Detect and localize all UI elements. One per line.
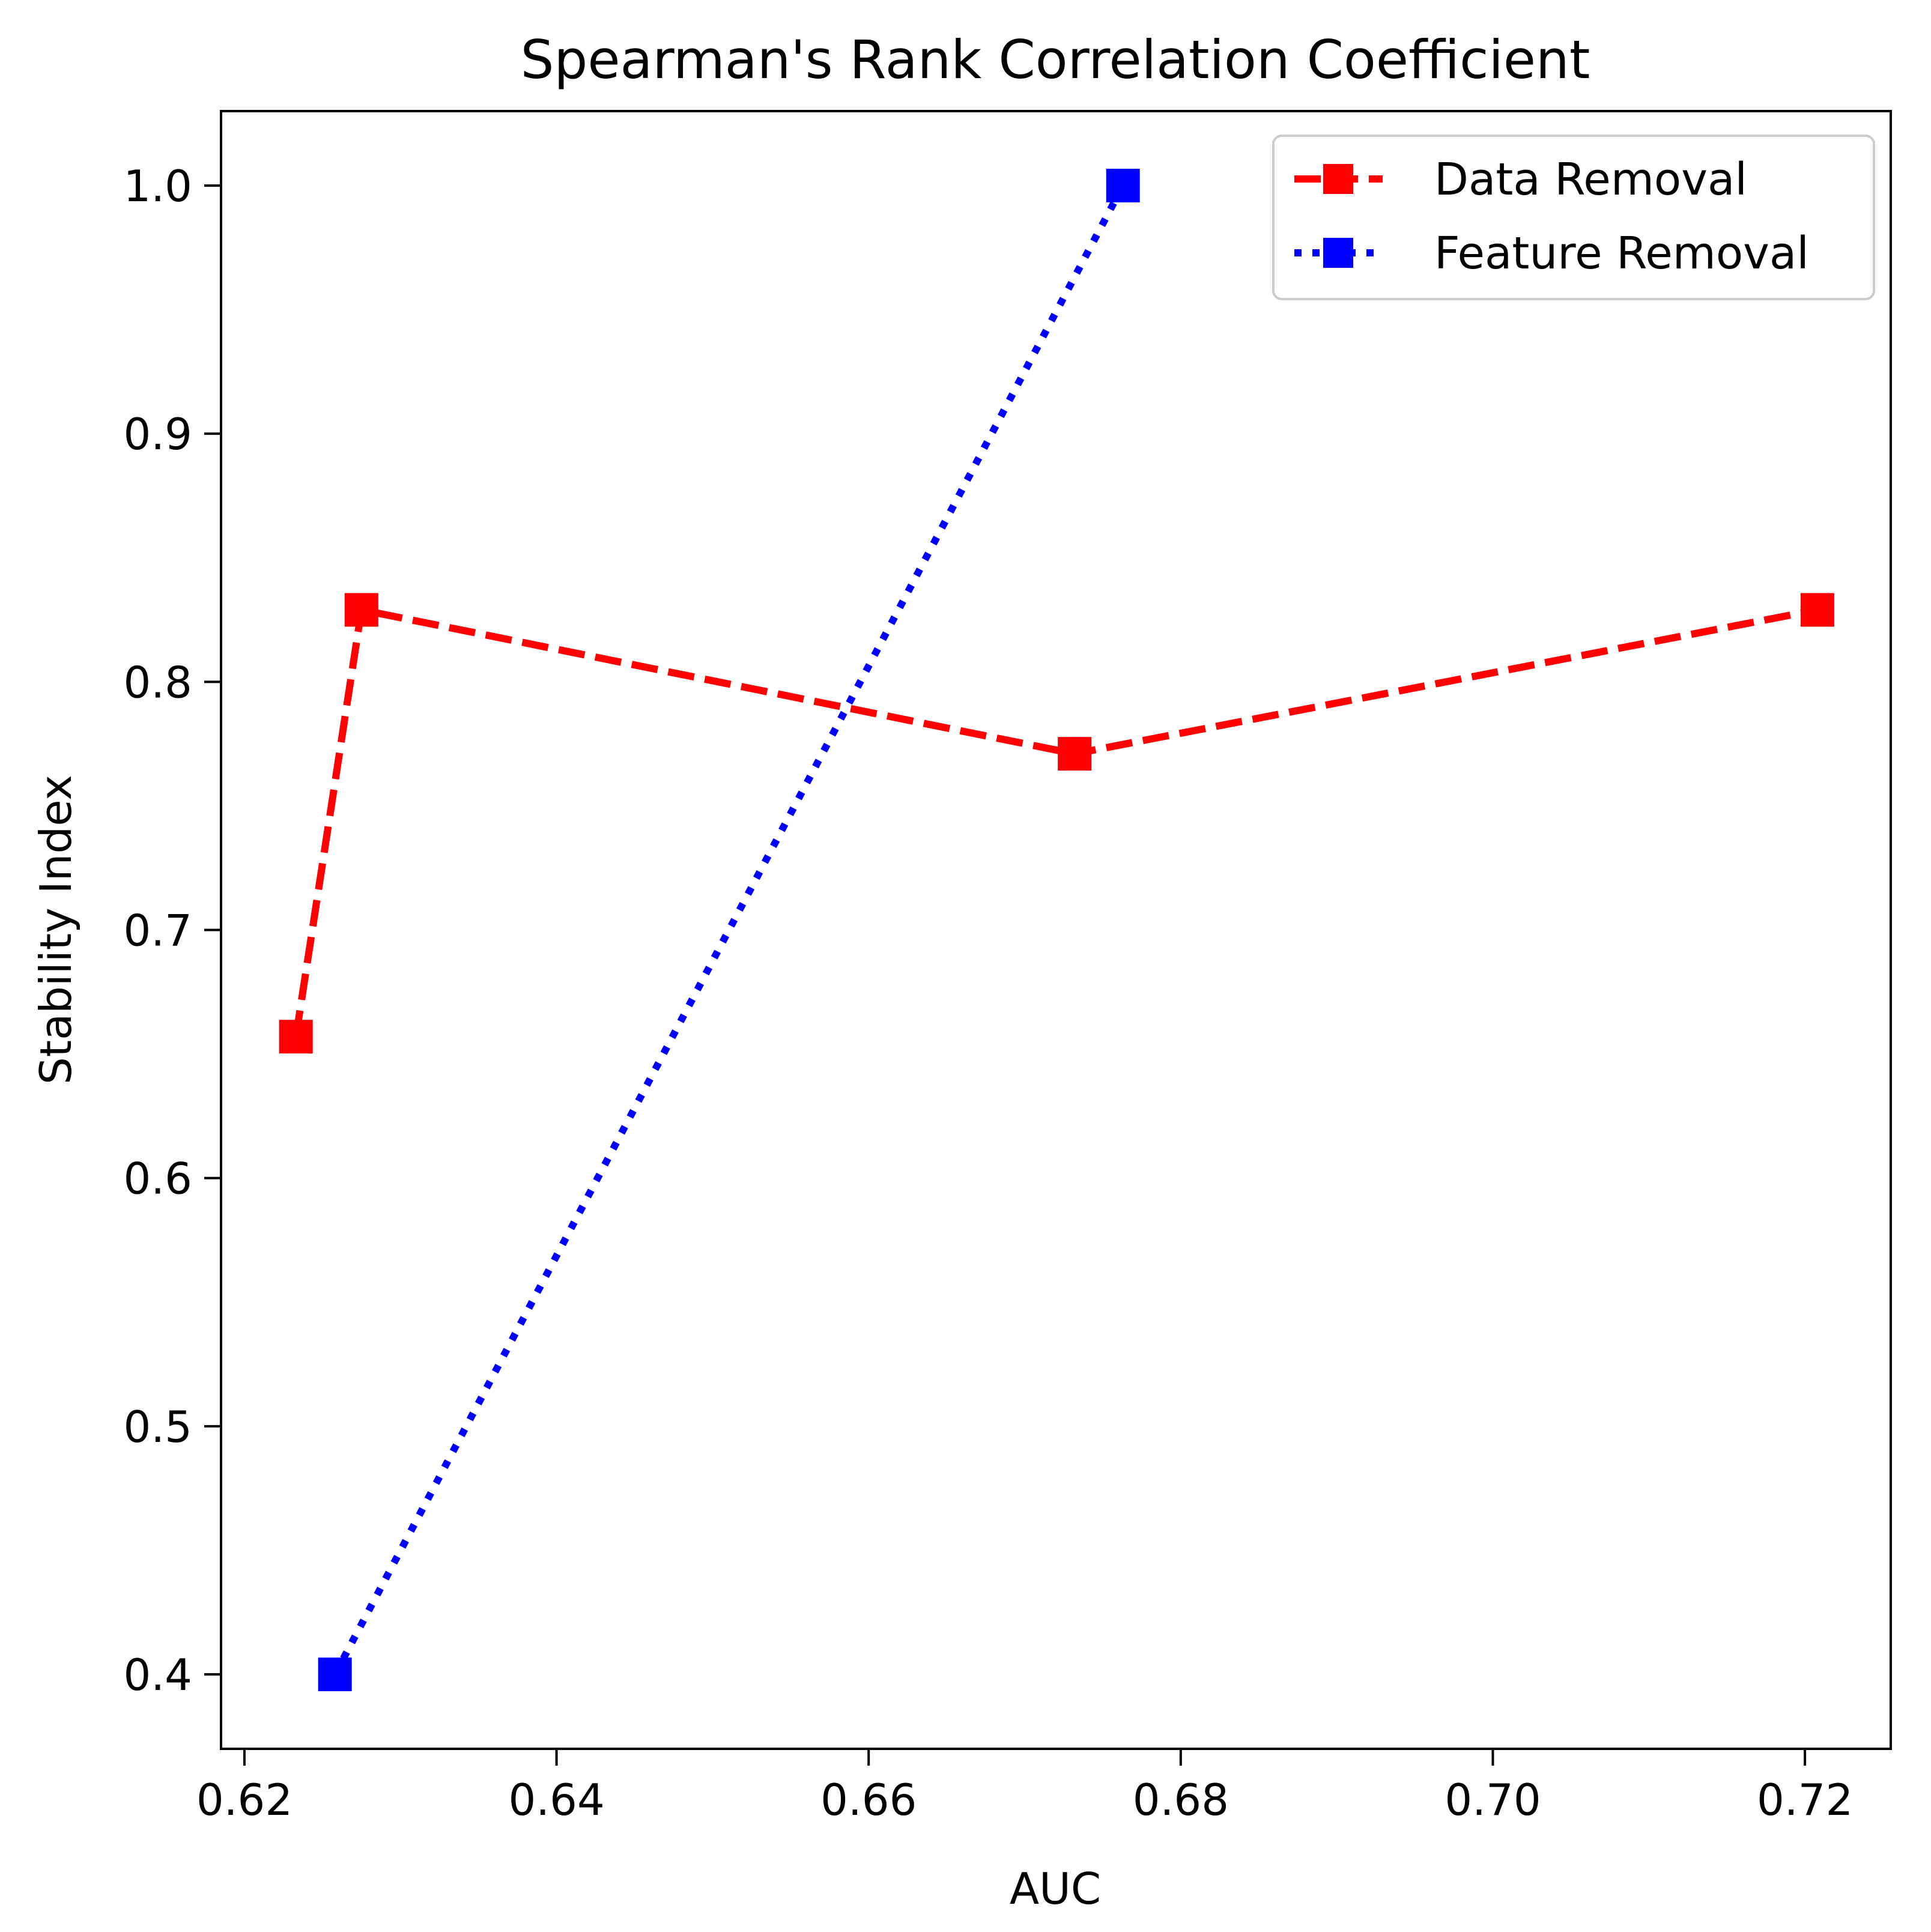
legend-label-feature-removal: Feature Removal	[1434, 228, 1809, 279]
series-line-data-removal	[292, 606, 1819, 1038]
chart-title: Spearman's Rank Correlation Coefficient	[521, 29, 1590, 91]
data-point-data-removal	[1800, 593, 1834, 627]
series-layer	[279, 168, 1834, 1692]
legend: Data Removal Feature Removal	[1272, 135, 1875, 300]
y-tick-label: 0.8	[123, 657, 192, 707]
x-tick-label: 0.70	[1444, 1775, 1541, 1825]
y-tick-label: 0.9	[123, 409, 192, 459]
legend-label-data-removal: Data Removal	[1434, 154, 1747, 205]
data-point-feature-removal	[318, 1658, 352, 1692]
y-axis-label: Stability Index	[31, 775, 81, 1085]
legend-marker-feature-removal	[1323, 238, 1353, 268]
x-tick-label: 0.66	[820, 1775, 917, 1825]
data-point-data-removal	[1058, 737, 1092, 771]
data-point-data-removal	[279, 1020, 313, 1054]
data-point-feature-removal	[1106, 168, 1140, 202]
tick-layer: 0.62 0.64 0.66 0.68 0.70 0.72 0.4 0.5 0.6 0.7 0.8 0…	[123, 161, 1853, 1825]
legend-box	[1272, 135, 1875, 300]
x-tick-label: 0.62	[196, 1775, 293, 1825]
y-tick-label: 0.7	[123, 906, 192, 956]
x-axis-label: AUC	[1010, 1864, 1101, 1914]
legend-marker-data-removal	[1323, 164, 1353, 194]
y-tick-label: 0.6	[123, 1154, 192, 1204]
legend-entry-feature-removal: Feature Removal	[1294, 228, 1809, 279]
legend-entry-data-removal: Data Removal	[1294, 154, 1747, 205]
y-tick-label: 0.5	[123, 1402, 192, 1452]
y-tick-label: 0.4	[123, 1650, 192, 1700]
plot-area-frame	[220, 110, 1892, 1750]
y-tick-label: 1.0	[123, 161, 192, 211]
x-tick-label: 0.68	[1133, 1775, 1229, 1825]
data-point-data-removal	[344, 593, 378, 627]
x-tick-label: 0.64	[508, 1775, 604, 1825]
x-tick-label: 0.72	[1757, 1775, 1853, 1825]
